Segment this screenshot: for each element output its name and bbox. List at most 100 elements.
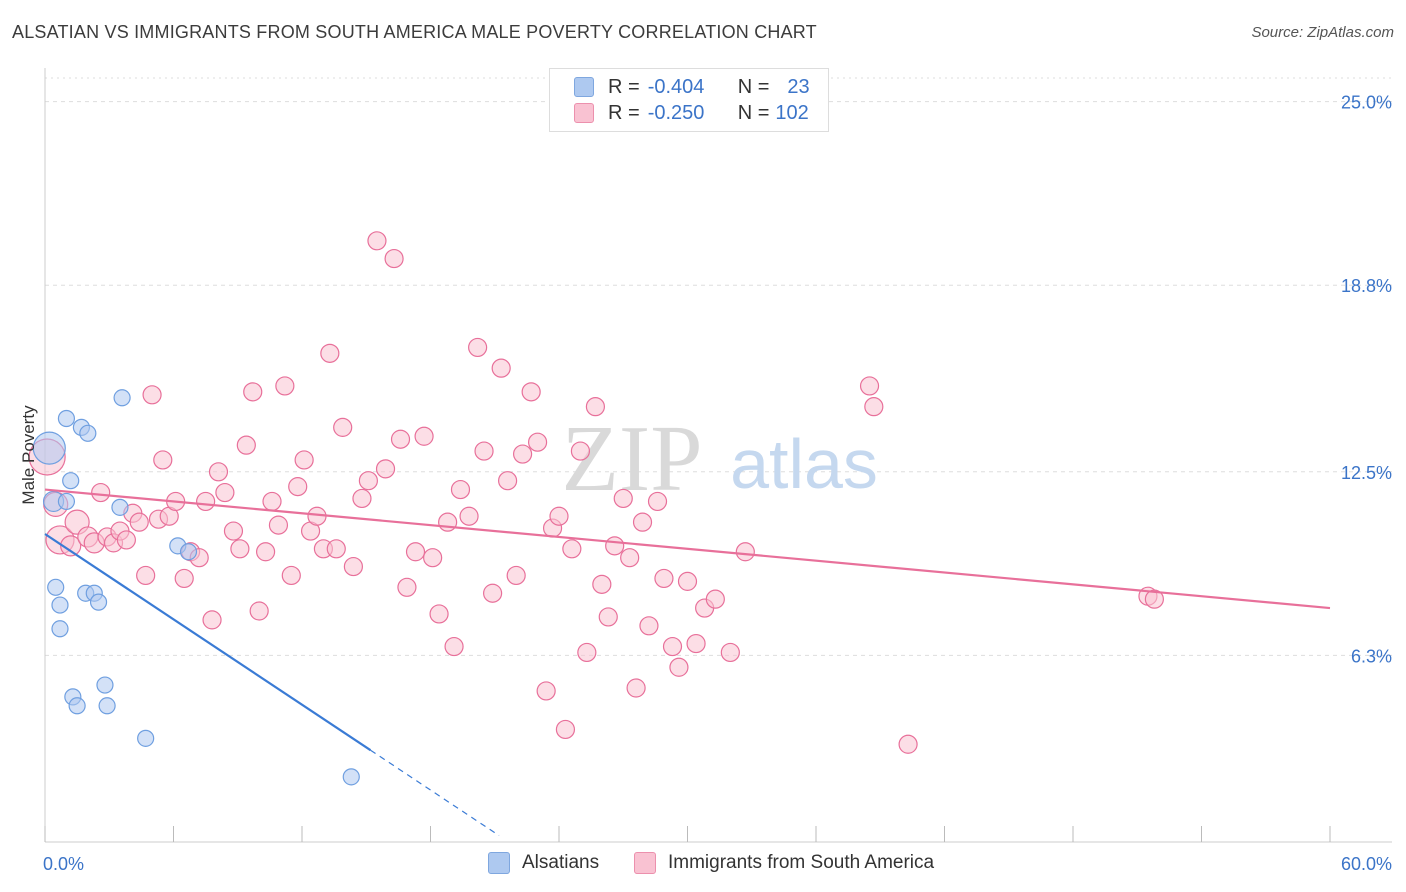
point-immigrants (549, 506, 569, 526)
point-immigrants (555, 719, 576, 740)
legend-swatch-immigrants (574, 103, 594, 123)
y-tick-label: 12.5% (1341, 463, 1392, 483)
point-immigrants (859, 376, 880, 396)
trend-line-alsatians (44, 533, 372, 752)
legend-swatch-alsatians (574, 77, 594, 97)
point-immigrants (512, 444, 533, 464)
point-immigrants (91, 482, 111, 503)
point-immigrants (116, 530, 136, 550)
legend-item-immigrants[interactable]: Immigrants from South America (634, 852, 934, 874)
point-alsatians (57, 409, 76, 428)
y-tick-label: 6.3% (1351, 646, 1392, 666)
point-immigrants (326, 539, 346, 559)
point-immigrants (255, 542, 276, 562)
legend-label: Alsatians (522, 852, 600, 873)
point-immigrants (677, 571, 698, 591)
trend-line-immigrants (44, 488, 1331, 610)
point-immigrants (620, 548, 640, 568)
point-immigrants (60, 535, 82, 557)
trend-lines (44, 488, 1331, 837)
point-immigrants (384, 248, 404, 269)
point-immigrants (585, 397, 606, 417)
point-immigrants (654, 568, 674, 589)
point-immigrants (459, 506, 479, 526)
point-immigrants (639, 616, 659, 636)
source-label: Source: ZipAtlas.com (1251, 24, 1394, 41)
point-immigrants (236, 435, 256, 455)
point-immigrants (397, 577, 417, 597)
point-immigrants (294, 450, 314, 470)
point-alsatians (51, 596, 69, 614)
correlation-legend: R = -0.404 N = 23 R = -0.250 N = 102 (549, 68, 829, 132)
point-immigrants (506, 565, 526, 586)
point-alsatians (137, 729, 155, 747)
point-immigrants (223, 521, 244, 541)
point-alsatians (113, 389, 131, 407)
point-immigrants (202, 610, 222, 630)
point-immigrants (450, 479, 471, 500)
point-alsatians (68, 697, 86, 715)
gridlines (45, 77, 1392, 656)
point-immigrants (414, 426, 434, 446)
n-value: 23 (787, 75, 810, 98)
point-immigrants (605, 536, 625, 556)
point-immigrants (613, 488, 633, 509)
point-immigrants (243, 382, 263, 402)
point-immigrants (352, 488, 372, 509)
point-immigrants (320, 343, 340, 363)
series-legend: Alsatians Immigrants from South America (0, 852, 1406, 876)
y-tick-label: 18.8% (1341, 276, 1392, 296)
point-immigrants (215, 482, 235, 503)
point-alsatians (51, 620, 69, 638)
point-immigrants (577, 642, 597, 663)
point-immigrants (262, 491, 282, 512)
r-label: R = (608, 101, 640, 124)
legend-item-alsatians[interactable]: Alsatians (488, 852, 599, 874)
point-alsatians (62, 472, 80, 490)
point-immigrants (474, 441, 494, 461)
point-alsatians (89, 593, 108, 611)
point-immigrants (429, 604, 449, 624)
point-alsatians (111, 498, 129, 516)
point-immigrants (153, 450, 173, 470)
point-immigrants (367, 231, 387, 251)
point-immigrants (632, 512, 653, 532)
point-alsatians (179, 543, 198, 561)
y-axis-label: Male Poverty (19, 405, 38, 505)
point-immigrants (662, 636, 683, 657)
point-immigrants (208, 462, 229, 482)
legend-swatch-alsatians (488, 852, 510, 874)
point-immigrants (669, 657, 689, 677)
point-immigrants (720, 642, 740, 663)
n-value: 102 (775, 101, 809, 124)
point-immigrants (498, 471, 518, 491)
data-points (28, 231, 1164, 786)
point-alsatians (47, 578, 65, 596)
point-immigrants (647, 491, 668, 512)
point-immigrants (423, 548, 443, 568)
point-immigrants (136, 565, 156, 586)
point-immigrants (705, 589, 725, 609)
point-immigrants (288, 477, 308, 497)
point-immigrants (438, 512, 458, 532)
legend-row-immigrants: R = -0.250 N = 102 (574, 101, 809, 125)
point-immigrants (626, 678, 646, 698)
axes (44, 68, 1392, 843)
point-immigrants (275, 376, 295, 396)
point-immigrants (562, 539, 582, 559)
point-immigrants (598, 607, 618, 627)
point-alsatians (57, 492, 76, 511)
point-alsatians (96, 676, 114, 694)
point-immigrants (196, 491, 216, 512)
point-immigrants (491, 358, 511, 378)
watermark-atlas: atlas (730, 425, 878, 503)
point-alsatians (98, 697, 116, 715)
point-immigrants (735, 542, 755, 562)
x-tick-label: 60.0% (1341, 854, 1392, 874)
point-immigrants (536, 681, 556, 701)
point-alsatians (32, 431, 66, 465)
point-immigrants (249, 601, 269, 621)
watermark: ZIP atlas (562, 407, 878, 511)
point-immigrants (864, 397, 884, 417)
